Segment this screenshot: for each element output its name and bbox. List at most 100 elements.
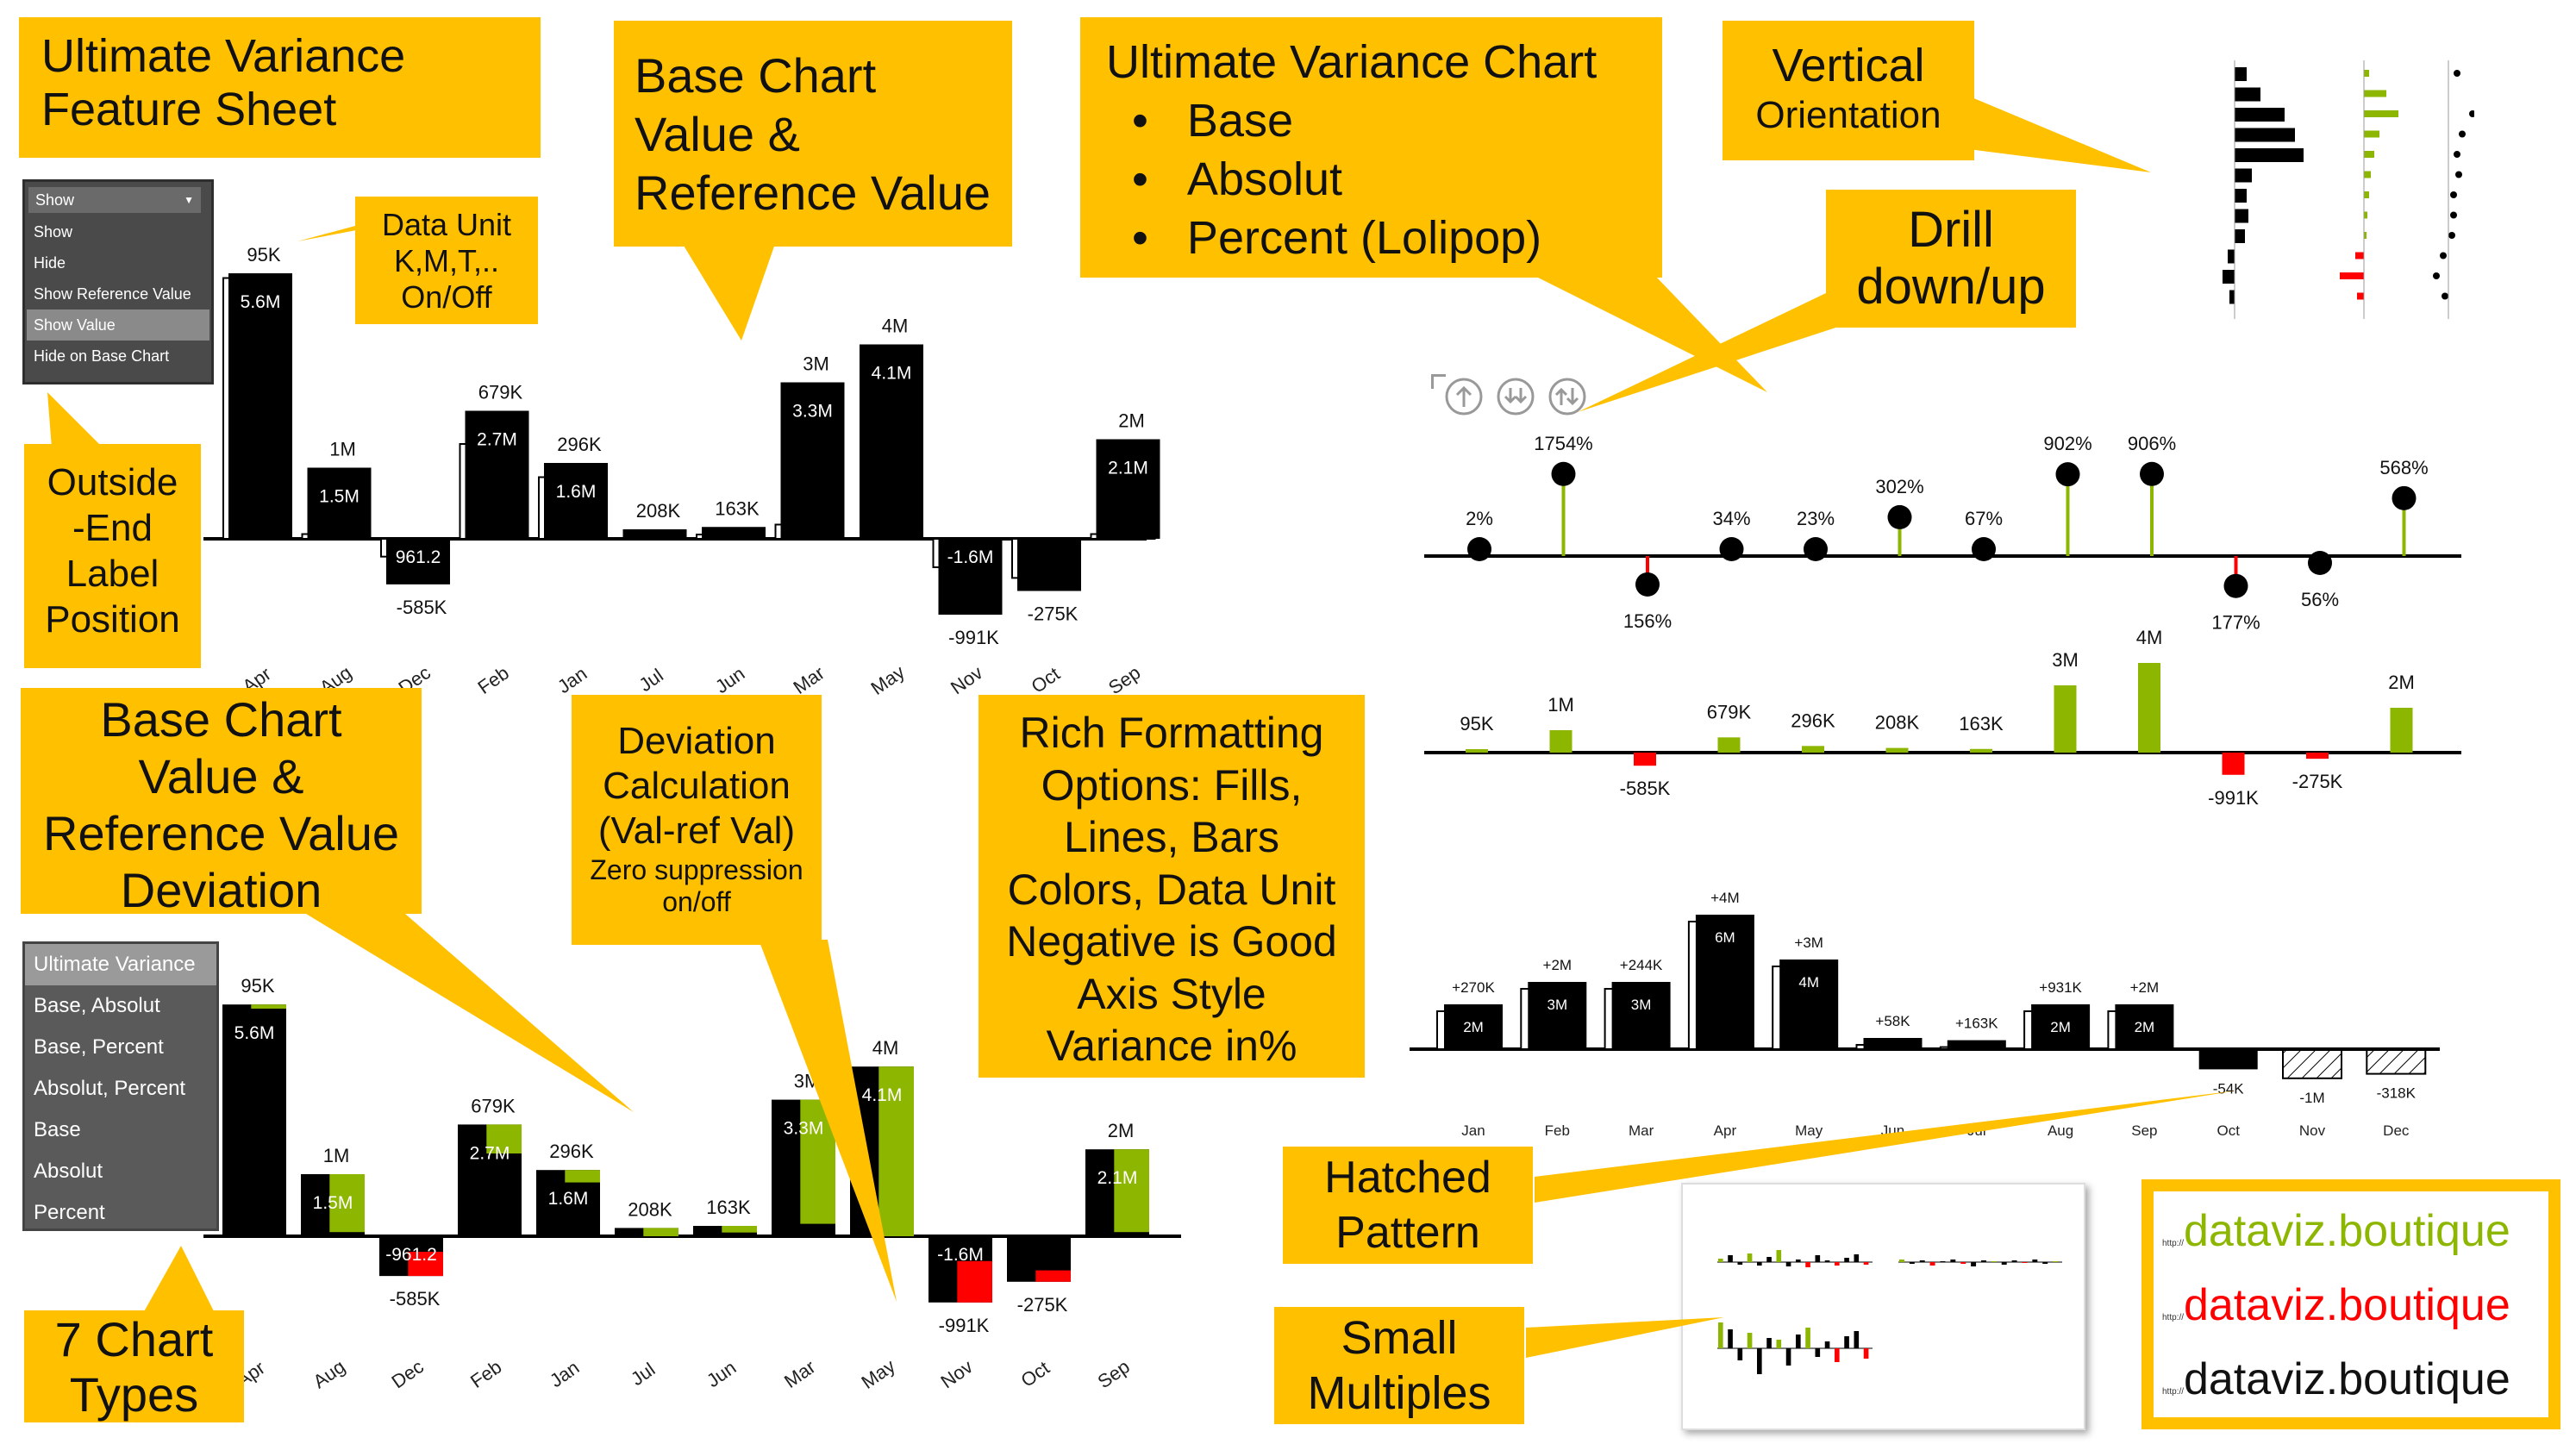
dropdown-selected[interactable]: Show ▼ bbox=[28, 187, 201, 213]
bar bbox=[1528, 982, 1587, 1049]
outer-label: +2M bbox=[1543, 957, 1572, 973]
thumb-variance-bar bbox=[2340, 272, 2364, 279]
outer-label: 163K bbox=[715, 497, 760, 519]
pointer-small-multiples bbox=[1526, 1317, 1724, 1358]
outer-label: 208K bbox=[636, 500, 681, 522]
outer-label: +244K bbox=[1620, 957, 1663, 973]
inner-label: 961.2 bbox=[396, 547, 441, 567]
variance-bar bbox=[2390, 708, 2413, 753]
variance-bar bbox=[1549, 730, 1572, 753]
thumb-variance-bar bbox=[2364, 232, 2367, 239]
inner-label: 3.3M bbox=[792, 402, 833, 422]
inner-label: 3.3M bbox=[784, 1119, 824, 1139]
lollipop-label: 56% bbox=[2301, 589, 2339, 610]
mini-bar bbox=[1824, 1341, 1830, 1348]
brand-line-black: http://dataviz.boutique bbox=[2162, 1354, 2510, 1404]
menu-item-show-reference-value[interactable]: Show Reference Value bbox=[34, 285, 191, 303]
menu-item-absolut-percent[interactable]: Absolut, Percent bbox=[34, 1077, 186, 1100]
mini-bar bbox=[1981, 1260, 1986, 1262]
lollipop-dot bbox=[2392, 485, 2417, 510]
menu-item-base-absolut[interactable]: Base, Absolut bbox=[34, 994, 160, 1017]
thumb-vertical-bars bbox=[2223, 60, 2474, 319]
vertical-orientation-thumbnail bbox=[2223, 60, 2474, 319]
hatched-bar bbox=[2366, 1048, 2427, 1075]
inner-label: 1.6M bbox=[556, 482, 597, 502]
thumb-bar bbox=[2235, 67, 2247, 81]
menu-item-hide-on-base-chart[interactable]: Hide on Base Chart bbox=[34, 347, 170, 365]
menu-item-percent[interactable]: Percent bbox=[34, 1201, 105, 1224]
inner-label: 2.7M bbox=[477, 430, 517, 450]
thumb-dot bbox=[2455, 171, 2462, 178]
inner-label: 1.5M bbox=[319, 487, 360, 507]
variance-bar bbox=[1970, 748, 1992, 753]
chart-type-menu[interactable]: Ultimate Variance Base, Absolut Base, Pe… bbox=[22, 941, 219, 1231]
thumb-bar bbox=[2235, 209, 2248, 223]
thumb-dot bbox=[2450, 191, 2457, 198]
callout-hatched: Hatched Pattern bbox=[1283, 1147, 1533, 1264]
bar bbox=[1779, 960, 1839, 1049]
brand-inner: http://dataviz.boutique http://dataviz.b… bbox=[2154, 1191, 2548, 1417]
lollipop-label: 177% bbox=[2211, 612, 2260, 634]
mini-bar bbox=[1899, 1260, 1904, 1262]
mini-bar bbox=[1844, 1336, 1849, 1348]
thumb-bar bbox=[2229, 290, 2235, 304]
inner-label: 4M bbox=[1798, 974, 1819, 991]
menu-item-show-value[interactable]: Show Value bbox=[27, 309, 209, 341]
lollipop-label: 1754% bbox=[1534, 433, 1593, 454]
menu-item-absolut[interactable]: Absolut bbox=[34, 1160, 103, 1183]
menu-item-base-percent[interactable]: Base, Percent bbox=[34, 1035, 164, 1059]
outer-label: 3M bbox=[803, 353, 829, 375]
mini-bar bbox=[1785, 1262, 1791, 1266]
drill-up-icon[interactable] bbox=[1443, 376, 1485, 417]
base-chart-deviation: 5.6M95KApr1.5M1MAug-961.2-585KDec2.7M679… bbox=[203, 975, 1181, 1393]
outer-label: -318K bbox=[2377, 1085, 2417, 1102]
absolute-variance: 95K 1M -585K 679K 296K 208K 163K 3M 4M -991K -275K… bbox=[1424, 627, 2461, 809]
mini-bar bbox=[1854, 1254, 1860, 1262]
deviation-bar bbox=[1035, 1270, 1071, 1282]
outer-label: -275K bbox=[1017, 1294, 1068, 1316]
thumb-dot bbox=[2459, 130, 2466, 138]
deviation-bar bbox=[329, 1174, 365, 1233]
outer-label: +2M bbox=[2130, 979, 2160, 996]
brand-box: http://dataviz.boutique http://dataviz.b… bbox=[2141, 1179, 2560, 1429]
pointer-seven-types bbox=[142, 1246, 216, 1315]
menu-item-show[interactable]: Show bbox=[34, 223, 73, 241]
show-value-dropdown[interactable]: Show ▼ Show Hide Show Reference Value Sh… bbox=[22, 179, 214, 384]
menu-item-ultimate-variance[interactable]: Ultimate Variance bbox=[25, 944, 216, 985]
pointer-outside-end bbox=[47, 392, 103, 448]
thumb-variance-bar bbox=[2364, 130, 2379, 138]
drill-down-icon[interactable] bbox=[1495, 376, 1536, 417]
variance-bar bbox=[2222, 753, 2245, 775]
pointer-base-chart bbox=[681, 241, 776, 341]
variance-bar bbox=[1466, 749, 1488, 753]
mini-bar bbox=[1718, 1322, 1723, 1348]
category-label: Dec bbox=[2383, 1122, 2410, 1139]
bar bbox=[860, 344, 923, 539]
variance-label: -585K bbox=[1620, 778, 1671, 799]
inner-label: 4.1M bbox=[862, 1085, 903, 1105]
bar bbox=[1863, 1038, 1923, 1049]
inner-label: 6M bbox=[1715, 929, 1735, 946]
mini-bar bbox=[1824, 1260, 1830, 1262]
menu-item-base[interactable]: Base bbox=[34, 1118, 81, 1141]
deviation-bar bbox=[957, 1260, 992, 1303]
mini-bar bbox=[1776, 1250, 1782, 1262]
hatched-chart: 2M +270K Jan 3M +2M Feb 3M +244K Mar 6M +4M Apr 4M +3… bbox=[1410, 890, 2440, 1139]
mini-bar bbox=[1776, 1340, 1782, 1348]
category-label: Feb bbox=[1545, 1122, 1570, 1139]
mini-bar bbox=[1835, 1262, 1840, 1266]
lollipop-percent: 2% 1754% 156% 34% 23% 302% 67% 902% 906% 177% 56% 5… bbox=[1424, 433, 2461, 634]
category-label: Sep bbox=[2131, 1122, 2157, 1139]
callout-seven-types: 7 Chart Types bbox=[24, 1310, 244, 1422]
mini-bar bbox=[1737, 1262, 1743, 1265]
mini-bar bbox=[1785, 1348, 1791, 1366]
bar bbox=[622, 529, 687, 539]
thumb-dot bbox=[2448, 232, 2455, 239]
small-multiples-thumbnail bbox=[1681, 1183, 2085, 1430]
bar bbox=[465, 410, 529, 539]
category-label: Aug bbox=[2048, 1122, 2073, 1139]
expand-all-icon[interactable] bbox=[1547, 376, 1588, 417]
focus-corner-icon bbox=[1431, 374, 1446, 389]
menu-item-hide[interactable]: Hide bbox=[34, 254, 66, 272]
